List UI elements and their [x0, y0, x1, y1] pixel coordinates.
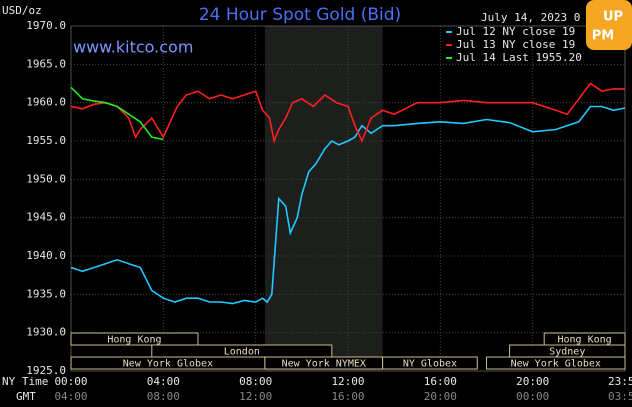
- gmt-tick-label: 12:00: [239, 390, 272, 403]
- x-tick-label: 16:00: [424, 375, 457, 388]
- session-label: Sydney: [549, 347, 585, 358]
- session-label: Hong Kong: [107, 335, 161, 346]
- session-box: [70, 332, 199, 346]
- y-tick-label: 1935.0: [26, 287, 66, 300]
- logo-text: UP: [603, 10, 623, 25]
- session-label: NY Globex: [403, 359, 457, 370]
- x-tick-label: 00:00: [54, 375, 87, 388]
- logo-text: PM: [592, 29, 614, 44]
- session-label: New York NYMEX: [282, 359, 366, 370]
- legend-label: Jul 13 NY close 19: [456, 38, 575, 51]
- x-tick-label: 04:00: [147, 375, 180, 388]
- gmt-tick-label: 03:59: [608, 390, 632, 403]
- y-tick-label: 1955.0: [26, 134, 66, 147]
- y-unit: USD/oz: [2, 4, 42, 17]
- x-tick-label: 23:59: [608, 375, 632, 388]
- session-highlight: [264, 26, 383, 371]
- y-tick-label: 1940.0: [26, 249, 66, 262]
- legend-label: Jul 14 Last 1955.20: [456, 51, 582, 64]
- gmt-tick-label: 20:00: [424, 390, 457, 403]
- gmt-tick-label: 04:00: [54, 390, 87, 403]
- session-box: [382, 356, 478, 370]
- site-label: www.kitco.com: [73, 38, 193, 57]
- price-line: [70, 105, 626, 305]
- y-tick-label: 1950.0: [26, 172, 66, 185]
- y-tick-label: 1960.0: [26, 96, 66, 109]
- date-label: July 14, 2023 0: [481, 11, 580, 24]
- x-row-label: NY Time: [2, 375, 48, 388]
- session-label: New York Globex: [511, 359, 601, 370]
- x-row-label: GMT: [16, 390, 36, 403]
- y-tick-label: 1945.0: [26, 211, 66, 224]
- logo-box: [586, 0, 632, 50]
- session-label: London: [224, 347, 260, 358]
- price-line: [70, 86, 164, 141]
- x-tick-label: 12:00: [331, 375, 364, 388]
- x-tick-label: 08:00: [239, 375, 272, 388]
- gmt-tick-label: 16:00: [331, 390, 364, 403]
- session-label: Hong Kong: [558, 335, 612, 346]
- gmt-tick-label: 08:00: [147, 390, 180, 403]
- x-tick-label: 20:00: [516, 375, 549, 388]
- y-tick-label: 1970.0: [26, 19, 66, 32]
- price-line: [70, 82, 625, 144]
- chart-title: 24 Hour Spot Gold (Bid): [199, 5, 401, 25]
- y-tick-label: 1925.0: [26, 364, 66, 377]
- gmt-tick-label: 00:00: [516, 390, 549, 403]
- legend-label: Jul 12 NY close 19: [456, 25, 575, 38]
- session-box: [486, 356, 626, 370]
- y-tick-label: 1965.0: [26, 57, 66, 70]
- session-label: New York Globex: [123, 359, 213, 370]
- y-tick-label: 1930.0: [26, 326, 66, 339]
